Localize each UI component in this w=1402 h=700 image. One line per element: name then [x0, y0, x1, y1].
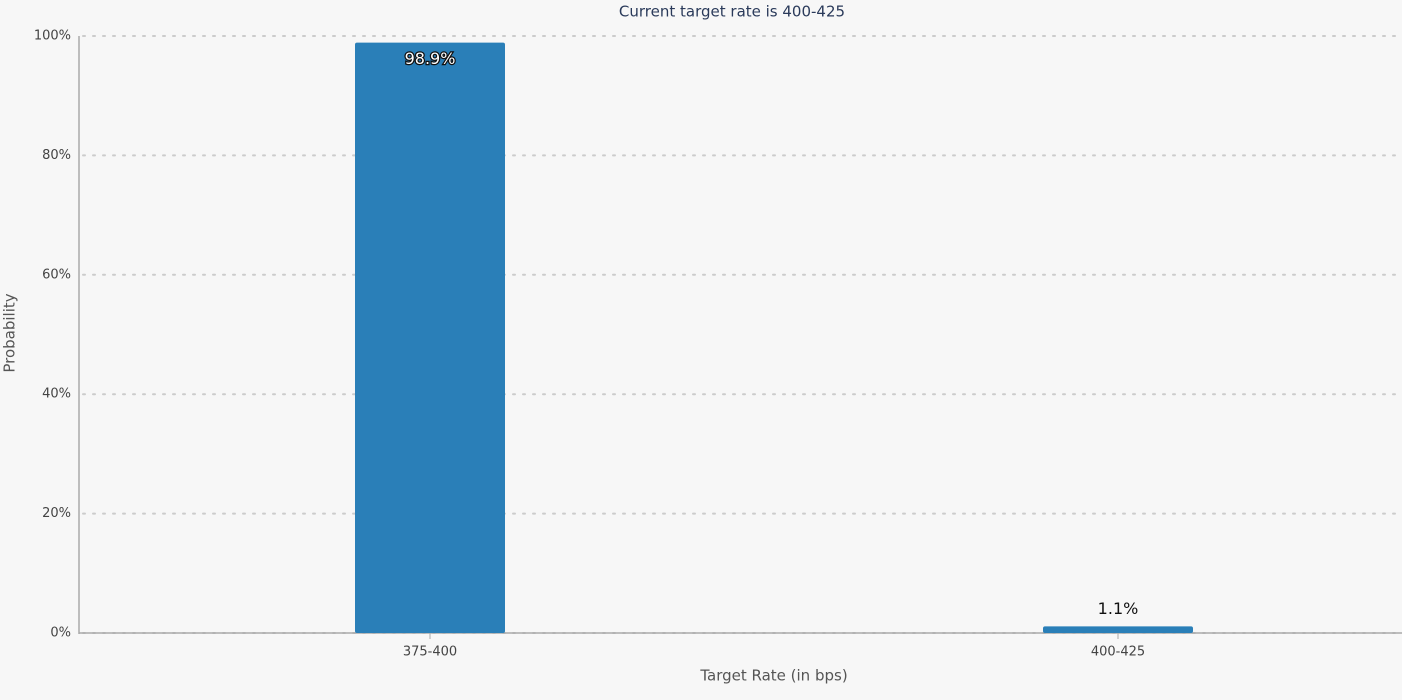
- y-tick-label: 20%: [42, 506, 71, 521]
- y-tick-label: 80%: [42, 148, 71, 163]
- y-tick-label: 0%: [50, 626, 71, 641]
- y-tick-label: 60%: [42, 267, 71, 282]
- x-tick-label: 375-400: [403, 645, 457, 660]
- bar: [355, 42, 505, 633]
- x-axis-label: Target Rate (in bps): [699, 667, 847, 685]
- bar: [1043, 626, 1193, 633]
- y-tick-label: 40%: [42, 387, 71, 402]
- value-label: 98.9%: [405, 49, 456, 68]
- chart-title: Current target rate is 400-425: [619, 3, 845, 21]
- x-tick-label: 400-425: [1091, 645, 1145, 660]
- y-tick-label: 100%: [34, 29, 71, 44]
- y-axis-label: Probability: [1, 293, 19, 372]
- value-label: 1.1%: [1098, 599, 1139, 618]
